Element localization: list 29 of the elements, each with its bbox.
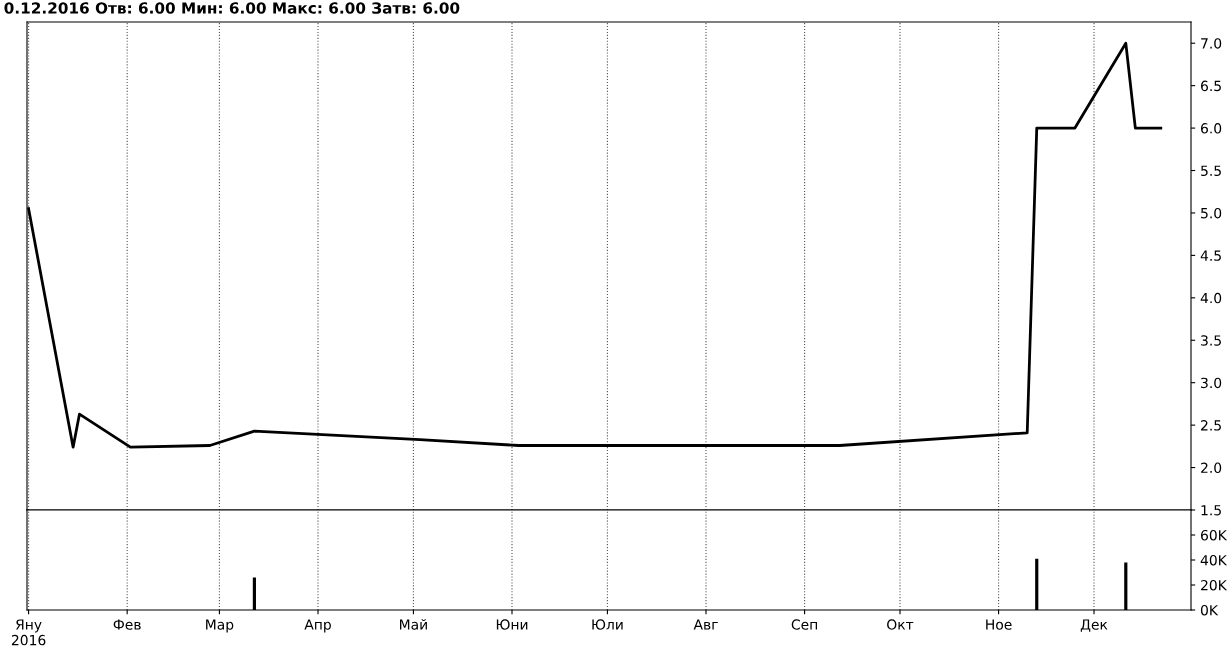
y-tick-label: 1.5	[1201, 505, 1221, 516]
x-tick-label: Ное	[986, 619, 1012, 630]
y-tick-label: 3.5	[1201, 335, 1221, 346]
x-tick-label: Апр	[304, 619, 331, 633]
x-tick-label: Май	[400, 619, 427, 630]
y-tick-label: 2.5	[1201, 420, 1221, 431]
x-tick-label: Юни	[496, 619, 528, 630]
y-tick-label: 5.0	[1201, 207, 1222, 219]
y-tick-label: 4.0	[1200, 292, 1222, 304]
x-tick-label: Окт	[887, 619, 914, 630]
y-tick-label: 20K	[1201, 579, 1228, 591]
y-tick-label: 6.0	[1201, 123, 1222, 134]
y-tick-label: 4.5	[1200, 250, 1221, 261]
chart-title: 0.12.2016 Отв: 6.00 Мин: 6.00 Макс: 6.00 Затв: 6.00	[4, 2, 460, 14]
y-tick-label: 6.5	[1201, 80, 1221, 92]
x-tick-label: Мар	[206, 619, 234, 633]
y-tick-label: 60K	[1201, 529, 1228, 541]
x-tick-label: Яну 2016	[11, 619, 46, 646]
y-tick-label: 0K	[1200, 604, 1219, 616]
x-tick-label: Фев	[113, 619, 141, 630]
x-tick-label: Авг	[693, 619, 718, 630]
y-tick-label: 3.0	[1201, 377, 1222, 389]
y-tick-label: 40K	[1200, 554, 1228, 566]
y-tick-label: 5.5	[1201, 165, 1221, 176]
y-tick-label: 2.0	[1201, 462, 1222, 474]
x-tick-label: Юли	[592, 619, 623, 630]
x-tick-label: Сеп	[791, 619, 817, 630]
y-tick-label: 7.0	[1201, 38, 1222, 49]
x-tick-label: Дек	[1080, 619, 1108, 632]
